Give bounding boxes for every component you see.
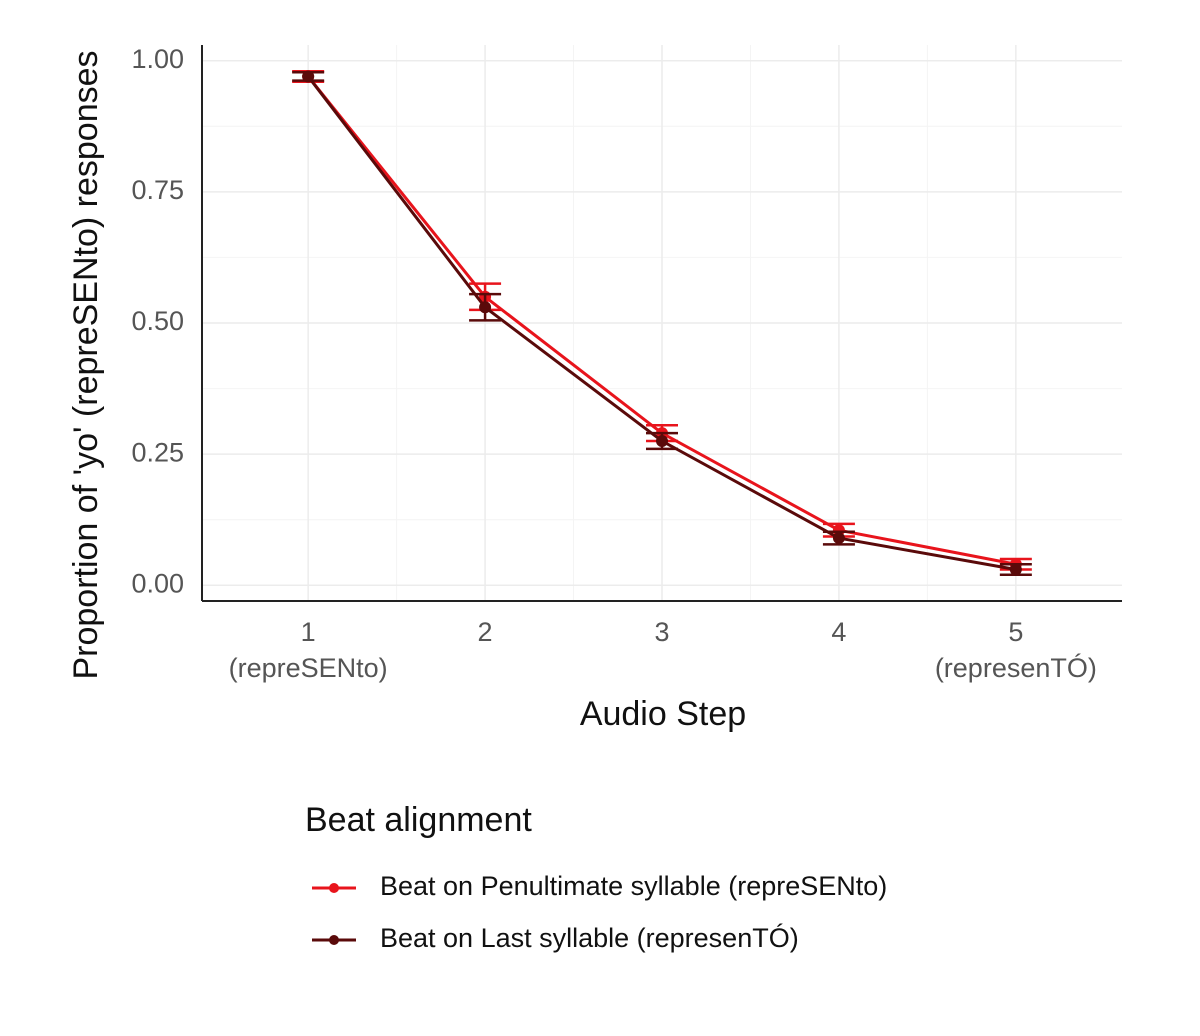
point	[302, 70, 315, 83]
point	[832, 532, 845, 545]
y-tick-label: 0.25	[131, 437, 184, 467]
y-tick-label: 1.00	[131, 44, 184, 74]
y-tick-label: 0.75	[131, 175, 184, 205]
legend-label: Beat on Last syllable (represenTÓ)	[380, 922, 799, 953]
y-axis-label: Proportion of 'yo' (repreSENto) response…	[67, 50, 105, 679]
y-tick-label: 0.00	[131, 568, 184, 598]
legend-point	[329, 883, 339, 893]
point	[656, 435, 668, 448]
legend-label: Beat on Penultimate syllable (repreSENto…	[380, 871, 887, 901]
legend-title: Beat alignment	[305, 801, 532, 839]
point	[1009, 563, 1022, 576]
y-tick-label: 0.50	[131, 306, 184, 336]
x-tick-label: 5 (represenTÓ)	[935, 617, 1097, 683]
point	[479, 301, 492, 314]
x-tick-label: 1 (repreSENto)	[229, 617, 388, 683]
legend-point	[329, 935, 339, 945]
x-tick-label: 2	[478, 617, 493, 647]
x-axis-label: Audio Step	[580, 695, 746, 733]
x-tick-label: 4	[831, 617, 846, 647]
x-tick-label: 3	[654, 617, 669, 647]
